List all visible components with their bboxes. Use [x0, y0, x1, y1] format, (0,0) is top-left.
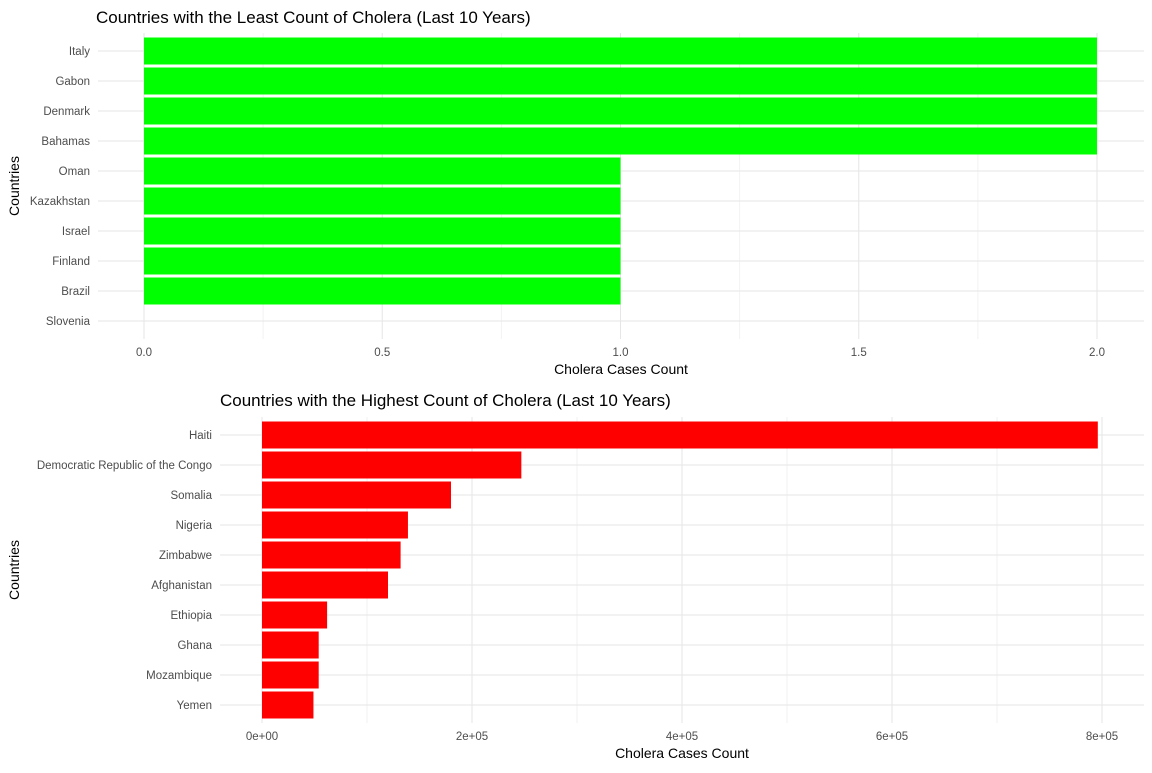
- highest-chart-x-axis-label: Cholera Cases Count: [615, 745, 749, 761]
- least-chart-title: Countries with the Least Count of Choler…: [96, 8, 531, 27]
- least-y-tick-label: Finland: [52, 256, 90, 268]
- highest-x-tick-label: 8e+05: [1086, 731, 1118, 743]
- least-bar-israel: [144, 217, 621, 245]
- highest-y-tick-label: Somalia: [170, 490, 212, 502]
- highest-x-tick-label: 2e+05: [456, 731, 488, 743]
- least-chart-x-axis-label: Cholera Cases Count: [554, 361, 688, 377]
- highest-bar-nigeria: [262, 511, 408, 539]
- least-y-tick-label: Kazakhstan: [30, 196, 90, 208]
- highest-y-tick-label: Nigeria: [176, 520, 213, 532]
- least-y-tick-label: Italy: [69, 46, 90, 58]
- highest-bars: [262, 421, 1098, 719]
- least-chart-y-axis-label: Countries: [6, 156, 22, 216]
- least-bars: [144, 37, 1097, 305]
- least-bar-oman: [144, 157, 621, 185]
- least-y-tick-label: Brazil: [61, 286, 90, 298]
- highest-bar-haiti: [262, 421, 1098, 449]
- least-y-tick-labels: Italy Gabon Denmark Bahamas Oman Kazakhstan Is…: [30, 46, 91, 328]
- highest-bar-afghanistan: [262, 571, 388, 599]
- highest-bar-yemen: [262, 691, 314, 719]
- highest-y-tick-label: Mozambique: [146, 670, 212, 682]
- highest-bar-ghana: [262, 631, 319, 659]
- least-bar-gabon: [144, 67, 1097, 95]
- highest-x-tick-label: 4e+05: [666, 731, 698, 743]
- highest-bar-ethiopia: [262, 601, 328, 629]
- least-x-tick-label: 1.5: [851, 347, 867, 359]
- least-x-tick-label: 1.0: [613, 347, 629, 359]
- least-bar-bahamas: [144, 127, 1097, 155]
- highest-y-tick-labels: Haiti Democratic Republic of the Congo Som…: [37, 430, 213, 712]
- least-x-tick-label: 0.0: [136, 347, 152, 359]
- least-bar-kazakhstan: [144, 187, 621, 215]
- least-y-tick-label: Denmark: [43, 106, 90, 118]
- highest-x-tick-labels: 0e+00 2e+05 4e+05 6e+05 8e+05: [246, 731, 1118, 743]
- highest-y-tick-label: Zimbabwe: [159, 550, 212, 562]
- least-bar-finland: [144, 247, 621, 275]
- least-bar-brazil: [144, 277, 621, 305]
- highest-bar-mozambique: [262, 661, 319, 689]
- least-y-tick-label: Gabon: [55, 76, 90, 88]
- highest-bar-somalia: [262, 481, 451, 509]
- highest-x-tick-label: 0e+00: [246, 731, 278, 743]
- highest-x-tick-label: 6e+05: [876, 731, 908, 743]
- least-y-tick-label: Israel: [62, 226, 90, 238]
- highest-chart-title: Countries with the Highest Count of Chol…: [220, 391, 671, 410]
- highest-y-tick-label: Afghanistan: [151, 580, 212, 592]
- highest-y-tick-label: Yemen: [177, 700, 212, 712]
- least-bar-denmark: [144, 97, 1097, 125]
- highest-bar-democratic-republic-of-the-congo: [262, 451, 522, 479]
- least-y-tick-label: Bahamas: [41, 136, 90, 148]
- least-x-tick-labels: 0.0 0.5 1.0 1.5 2.0: [136, 347, 1105, 359]
- least-x-tick-label: 0.5: [374, 347, 390, 359]
- highest-bar-zimbabwe: [262, 541, 401, 569]
- highest-y-tick-label: Ethiopia: [170, 610, 212, 622]
- highest-y-tick-label: Ghana: [177, 640, 212, 652]
- least-y-tick-label: Slovenia: [46, 316, 91, 328]
- highest-cholera-chart: Countries with the Highest Count of Chol…: [6, 391, 1144, 761]
- highest-chart-y-axis-label: Countries: [6, 540, 22, 600]
- least-y-tick-label: Oman: [59, 166, 90, 178]
- least-bar-italy: [144, 37, 1097, 65]
- highest-y-tick-label: Haiti: [189, 430, 212, 442]
- least-x-tick-label: 2.0: [1089, 347, 1105, 359]
- least-cholera-chart: Countries with the Least Count of Choler…: [6, 8, 1144, 377]
- highest-y-tick-label: Democratic Republic of the Congo: [37, 460, 212, 472]
